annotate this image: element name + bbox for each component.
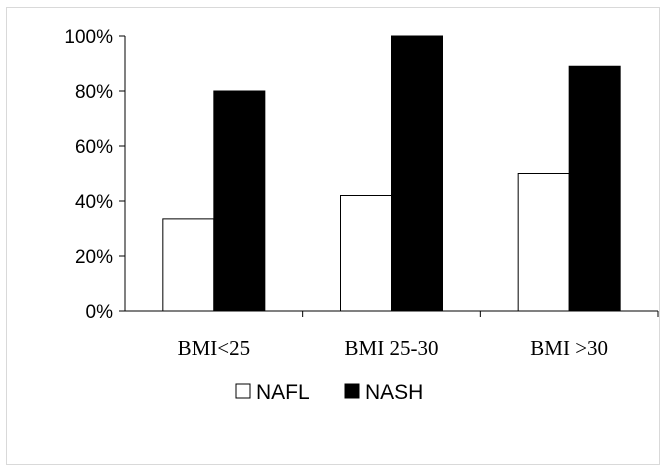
- legend-swatch-nafl: [235, 383, 251, 399]
- bar-nash: [391, 35, 443, 312]
- legend-label-nafl: NAFL: [256, 381, 310, 404]
- y-tick-label: 80%: [75, 82, 113, 103]
- legend-swatch-nash: [344, 383, 360, 399]
- bar-nash: [568, 65, 621, 312]
- legend-label-nash: NASH: [365, 381, 423, 404]
- y-tick-label: 100%: [64, 27, 113, 48]
- chart-frame: [6, 7, 660, 465]
- x-tick-label: BMI >30: [530, 336, 608, 360]
- bar-nash: [213, 90, 266, 312]
- chart-legend: NAFL NASH: [235, 381, 423, 404]
- bar-nafl: [162, 218, 215, 312]
- bar-nafl: [517, 173, 570, 312]
- y-tick-label: 20%: [75, 247, 113, 268]
- y-tick-label: 60%: [75, 137, 113, 158]
- y-tick-label: 40%: [75, 192, 113, 213]
- x-tick-label: BMI<25: [178, 336, 251, 360]
- y-tick-label: 0%: [86, 302, 114, 323]
- chart-bars: [162, 35, 621, 312]
- y-axis-ticks: 0% 20% 40% 60% 80% 100%: [64, 27, 125, 323]
- x-tick-label: BMI 25-30: [345, 336, 439, 360]
- bar-nafl: [340, 195, 392, 312]
- x-axis-ticks: BMI<25 BMI 25-30 BMI >30: [178, 311, 659, 360]
